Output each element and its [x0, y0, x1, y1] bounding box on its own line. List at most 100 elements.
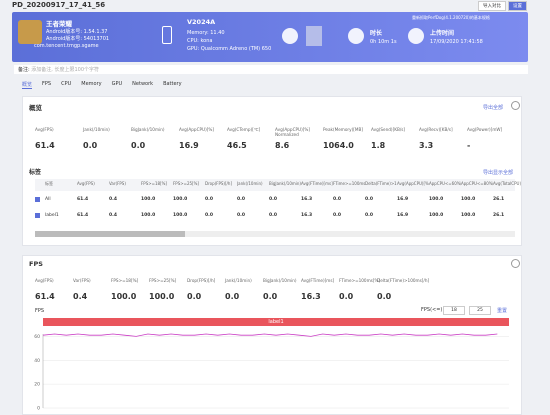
td: 0.0 [269, 197, 277, 202]
metric-label: Peak(Memory)[MB] [323, 127, 363, 132]
metric-value: 16.3 [301, 292, 321, 301]
metric-value: 100.0 [149, 292, 175, 301]
ctl-label: FPS(<=) [421, 307, 443, 313]
metric-label: BigJank(/10min) [263, 278, 297, 283]
label-band: label1 [43, 318, 509, 326]
tab[interactable]: Network [132, 81, 154, 87]
gpu: GPU: Qualcomm Adreno (TM) 650 [187, 46, 272, 52]
input[interactable]: 18 [443, 306, 465, 315]
metric-label: FTime>=100ms[%] [339, 278, 381, 283]
metric-label: Var(FPS) [73, 278, 91, 283]
y-tick-label: 20 [34, 382, 40, 388]
phone-icon [162, 26, 172, 44]
table-header-bg [35, 179, 515, 191]
metric-label: Avg(CTemp)[℃] [227, 127, 261, 132]
metric-value: 3.3 [419, 141, 434, 150]
blurred [306, 26, 322, 46]
tab[interactable]: 概览 [22, 82, 33, 89]
td: 100.0 [461, 213, 476, 218]
th: FPS>=18[%] [141, 181, 167, 186]
metric-value: 1064.0 [323, 141, 354, 150]
metric-value: 8.6 [275, 141, 290, 150]
upload-time: 17/09/2020 17:41:58 [430, 39, 483, 45]
section-title: 标签 [29, 169, 42, 176]
th: Var(FPS) [109, 181, 126, 186]
th: Drop(FPS)[/h] [205, 181, 232, 186]
button[interactable]: 设置 [508, 1, 527, 11]
card-title: 概览 [29, 104, 42, 112]
td: 100.0 [461, 197, 476, 202]
fps-line [42, 333, 498, 337]
button[interactable]: 导入对比 [478, 1, 506, 11]
package: com.tencent.tmgp.sgame [34, 43, 99, 49]
metric-value: 100.0 [111, 292, 137, 301]
checkbox[interactable] [35, 197, 40, 202]
tab[interactable]: Memory [81, 81, 102, 87]
metric-value: 0.0 [83, 141, 98, 150]
metric-label: BigJank(/10min) [131, 127, 165, 132]
td: 26.1 [493, 197, 505, 202]
td: 0.4 [109, 213, 117, 218]
metric-label: Avg(Power)[mW] [467, 127, 503, 132]
tab[interactable]: CPU [61, 81, 72, 87]
td: 0.0 [365, 213, 373, 218]
metric-label: Delta(FTime)>100ms[/h] [377, 278, 430, 283]
note-top: 重新抓取PerfDog(4.1.200720)的基本规格 [412, 15, 490, 20]
input[interactable]: 25 [469, 306, 491, 315]
metric-label: Avg(Recv)[KB/s] [419, 127, 453, 132]
duration-label: 时长 [370, 30, 383, 37]
metric-label: Avg(FPS) [35, 278, 54, 283]
checkbox[interactable] [35, 213, 40, 218]
overview-card: 概览 导出全部 Avg(FPS) 61.4 Jank(/10min) 0.0 BigJa… [22, 96, 522, 246]
metric-value: 0.0 [131, 141, 146, 150]
collapse[interactable] [511, 101, 520, 110]
app-icon [18, 20, 42, 44]
collapse[interactable] [511, 259, 520, 268]
th: FTime>=100ms[%] [333, 181, 365, 186]
metric-label: Avg(AppCPU)[%] [179, 127, 214, 132]
fps-card: FPS Avg(FPS) 61.4 Var(FPS) 0.4 FPS>=18[%] 100… [22, 255, 522, 415]
link[interactable]: 导出显示全部 [483, 170, 514, 176]
metric-value: 0.0 [377, 292, 392, 301]
tab[interactable]: GPU [111, 81, 123, 87]
td: 16.3 [301, 213, 313, 218]
y-tick-label: 60 [34, 334, 40, 340]
th: Avg(FTime)[ms] [301, 181, 333, 186]
note-input[interactable]: 添加备注, 长度上限100个字符 [31, 67, 100, 73]
metric-label: Avg(FTime)[ms] [301, 278, 335, 283]
metric-value: 0.0 [263, 292, 278, 301]
td: 0.0 [333, 197, 341, 202]
td: 100.0 [173, 197, 188, 202]
y-tick-label: 0 [37, 406, 40, 412]
metric-value: 61.4 [35, 141, 55, 150]
td: 0.0 [333, 213, 341, 218]
app-name: 王者荣耀 [46, 20, 72, 28]
scrollbar[interactable] [35, 231, 515, 237]
td: 16.9 [397, 197, 409, 202]
th: Avg(AppCPU)[%] [397, 181, 429, 186]
td: All [45, 197, 51, 202]
tab[interactable]: Battery [163, 81, 182, 87]
reset[interactable]: 重置 [497, 308, 508, 314]
th: Jank(/10min) [237, 181, 263, 186]
th: AppCPU<=60%[%] [429, 181, 461, 186]
user-icon [282, 28, 298, 44]
duration: 0h 10m 1s [370, 39, 397, 45]
header: 王者荣耀 Android版本号: 1.54.1.37 Android版本号: 5… [12, 12, 528, 62]
td: 100.0 [173, 213, 188, 218]
td: 0.0 [237, 197, 245, 202]
tab[interactable]: FPS [42, 81, 52, 87]
device: V2024A [187, 18, 216, 26]
metric-value: - [467, 141, 471, 150]
metric-label: Avg(FPS) [35, 127, 54, 132]
metric-value: 0.4 [73, 292, 88, 301]
window-title: PD_20200917_17_41_56 [12, 1, 106, 9]
metric-label: Jank(/10min) [83, 127, 110, 132]
metric-value: 46.5 [227, 141, 247, 150]
td: 0.0 [205, 213, 213, 218]
app-version: Android版本号: 1.54.1.37 [46, 29, 108, 35]
clock-icon [348, 28, 364, 44]
td: 16.9 [397, 213, 409, 218]
link[interactable]: 导出全部 [483, 105, 504, 111]
